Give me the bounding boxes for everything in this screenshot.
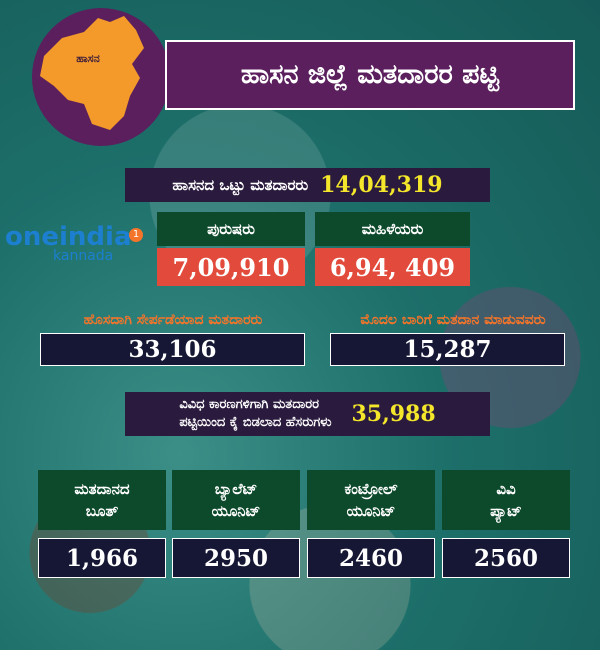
equipment-value: 1,966 [38, 538, 166, 578]
map-label: ಹಾಸನ [76, 52, 99, 65]
first-time-label: ಮೊದಲ ಬಾರಿಗೆ ಮತದಾನ ಮಾಡುವವರು [360, 312, 546, 328]
equipment-label: ಕಂಟ್ರೋಲ್ ಯೂನಿಟ್ [307, 470, 435, 530]
removed-value: 35,988 [351, 401, 436, 427]
men-value: 7,09,910 [157, 248, 305, 286]
men-label: ಪುರುಷರು [157, 212, 305, 246]
equipment-label-line: ಬೂತ್ [85, 502, 119, 520]
new-voters-label: ಹೊಸದಾಗಿ ಸೇರ್ಪಡೆಯಾದ ಮತದಾರರು [83, 312, 263, 328]
equipment-label: ಬ್ಯಾಲೆಟ್ ಯೂನಿಟ್ [172, 470, 300, 530]
new-voters-value: 33,106 [40, 333, 305, 366]
removed-box: ವಿವಿಧ ಕಾರಣಗಳಿಗಾಗಿ ಮತದಾರರ ಪಟ್ಟಿಯಿಂದ ಕೈ ಬಿ… [125, 392, 490, 436]
total-value: 14,04,319 [320, 172, 443, 198]
total-label: ಹಾಸನದ ಒಟ್ಟು ಮತದಾರರು [172, 176, 309, 194]
women-label: ಮಹಿಳೆಯರು [315, 212, 470, 246]
map-circle: ಹಾಸನ [32, 8, 170, 146]
logo-badge: 1 [129, 228, 143, 242]
equipment-value: 2950 [172, 538, 300, 578]
removed-label-line: ಪಟ್ಟಿಯಿಂದ ಕೈ ಬಿಡಲಾದ ಹೆಸರುಗಳು [179, 415, 332, 430]
equipment-label: ಮತದಾನದ ಬೂತ್ [38, 470, 166, 530]
equipment-label: ವಿವಿ ಪ್ಯಾಟ್ [442, 470, 570, 530]
logo-brand: oneindia [5, 222, 132, 252]
equipment-label-line: ಮತದಾನದ [74, 480, 130, 498]
equipment-value: 2560 [442, 538, 570, 578]
women-value: 6,94, 409 [315, 248, 470, 286]
logo-sub: kannada [53, 248, 114, 264]
equipment-label-line: ಪ್ಯಾಟ್ [490, 502, 522, 520]
equipment-label-line: ವಿವಿ [496, 480, 516, 498]
removed-label: ವಿವಿಧ ಕಾರಣಗಳಿಗಾಗಿ ಮತದಾರರ ಪಟ್ಟಿಯಿಂದ ಕೈ ಬಿ… [179, 396, 331, 432]
equipment-label-line: ಬ್ಯಾಲೆಟ್ [214, 480, 258, 498]
logo: oneindia kannada 1 [5, 222, 150, 277]
first-time-value: 15,287 [330, 333, 565, 366]
district-map: ಹಾಸನ [40, 16, 144, 130]
removed-label-line: ವಿವಿಧ ಕಾರಣಗಳಿಗಾಗಿ ಮತದಾರರ [179, 397, 319, 412]
equipment-value: 2460 [307, 538, 435, 578]
equipment-label-line: ಯೂನಿಟ್ [211, 502, 261, 520]
title: ಹಾಸನ ಜಿಲ್ಲೆ ಮತದಾರರ ಪಟ್ಟಿ [165, 40, 575, 110]
total-box: ಹಾಸನದ ಒಟ್ಟು ಮತದಾರರು 14,04,319 [125, 168, 490, 202]
equipment-label-line: ಕಂಟ್ರೋಲ್ [344, 480, 398, 498]
equipment-label-line: ಯೂನಿಟ್ [346, 502, 396, 520]
map-shape [40, 16, 144, 130]
